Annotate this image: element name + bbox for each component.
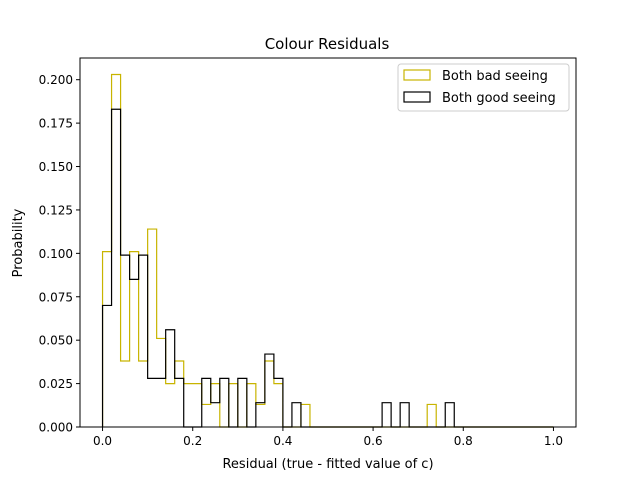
y-axis: 0.000 0.025 0.050 0.075 0.100 0.125 0.150 0.175… xyxy=(39,73,80,435)
legend-label-good-seeing: Both good seeing xyxy=(442,91,556,106)
y-tick-label: 0.150 xyxy=(39,160,73,174)
x-tick-label: 0.6 xyxy=(364,434,383,448)
y-tick-label: 0.075 xyxy=(39,290,73,304)
y-tick-label: 0.000 xyxy=(39,421,73,435)
y-tick-label: 0.025 xyxy=(39,377,73,391)
x-tick-label: 0.4 xyxy=(273,434,292,448)
y-tick-label: 0.175 xyxy=(39,117,73,131)
legend-box xyxy=(397,63,570,112)
x-tick-label: 0.0 xyxy=(93,434,112,448)
legend-label-bad-seeing: Both bad seeing xyxy=(442,69,548,84)
y-axis-label: Probability xyxy=(11,208,26,277)
x-tick-label: 0.8 xyxy=(454,434,473,448)
plot-series xyxy=(101,73,554,428)
chart-title: Colour Residuals xyxy=(265,35,390,53)
x-tick-label: 1.0 xyxy=(544,434,563,448)
plot-frame xyxy=(79,57,577,428)
legend: Both bad seeing Both good seeing xyxy=(397,63,570,112)
y-tick-label: 0.100 xyxy=(39,247,73,261)
histogram-series-0 xyxy=(101,73,554,428)
histogram-series-1 xyxy=(101,108,554,428)
legend-swatch-good-seeing xyxy=(403,91,431,103)
x-axis-label: Residual (true - fitted value of c) xyxy=(222,457,433,472)
x-axis: 0.0 0.2 0.4 0.6 0.8 1.0 xyxy=(93,427,563,448)
y-tick-label: 0.200 xyxy=(39,73,73,87)
y-tick-label: 0.125 xyxy=(39,203,73,217)
legend-swatch-bad-seeing xyxy=(403,69,431,81)
y-tick-label: 0.050 xyxy=(39,334,73,348)
x-tick-label: 0.2 xyxy=(183,434,202,448)
